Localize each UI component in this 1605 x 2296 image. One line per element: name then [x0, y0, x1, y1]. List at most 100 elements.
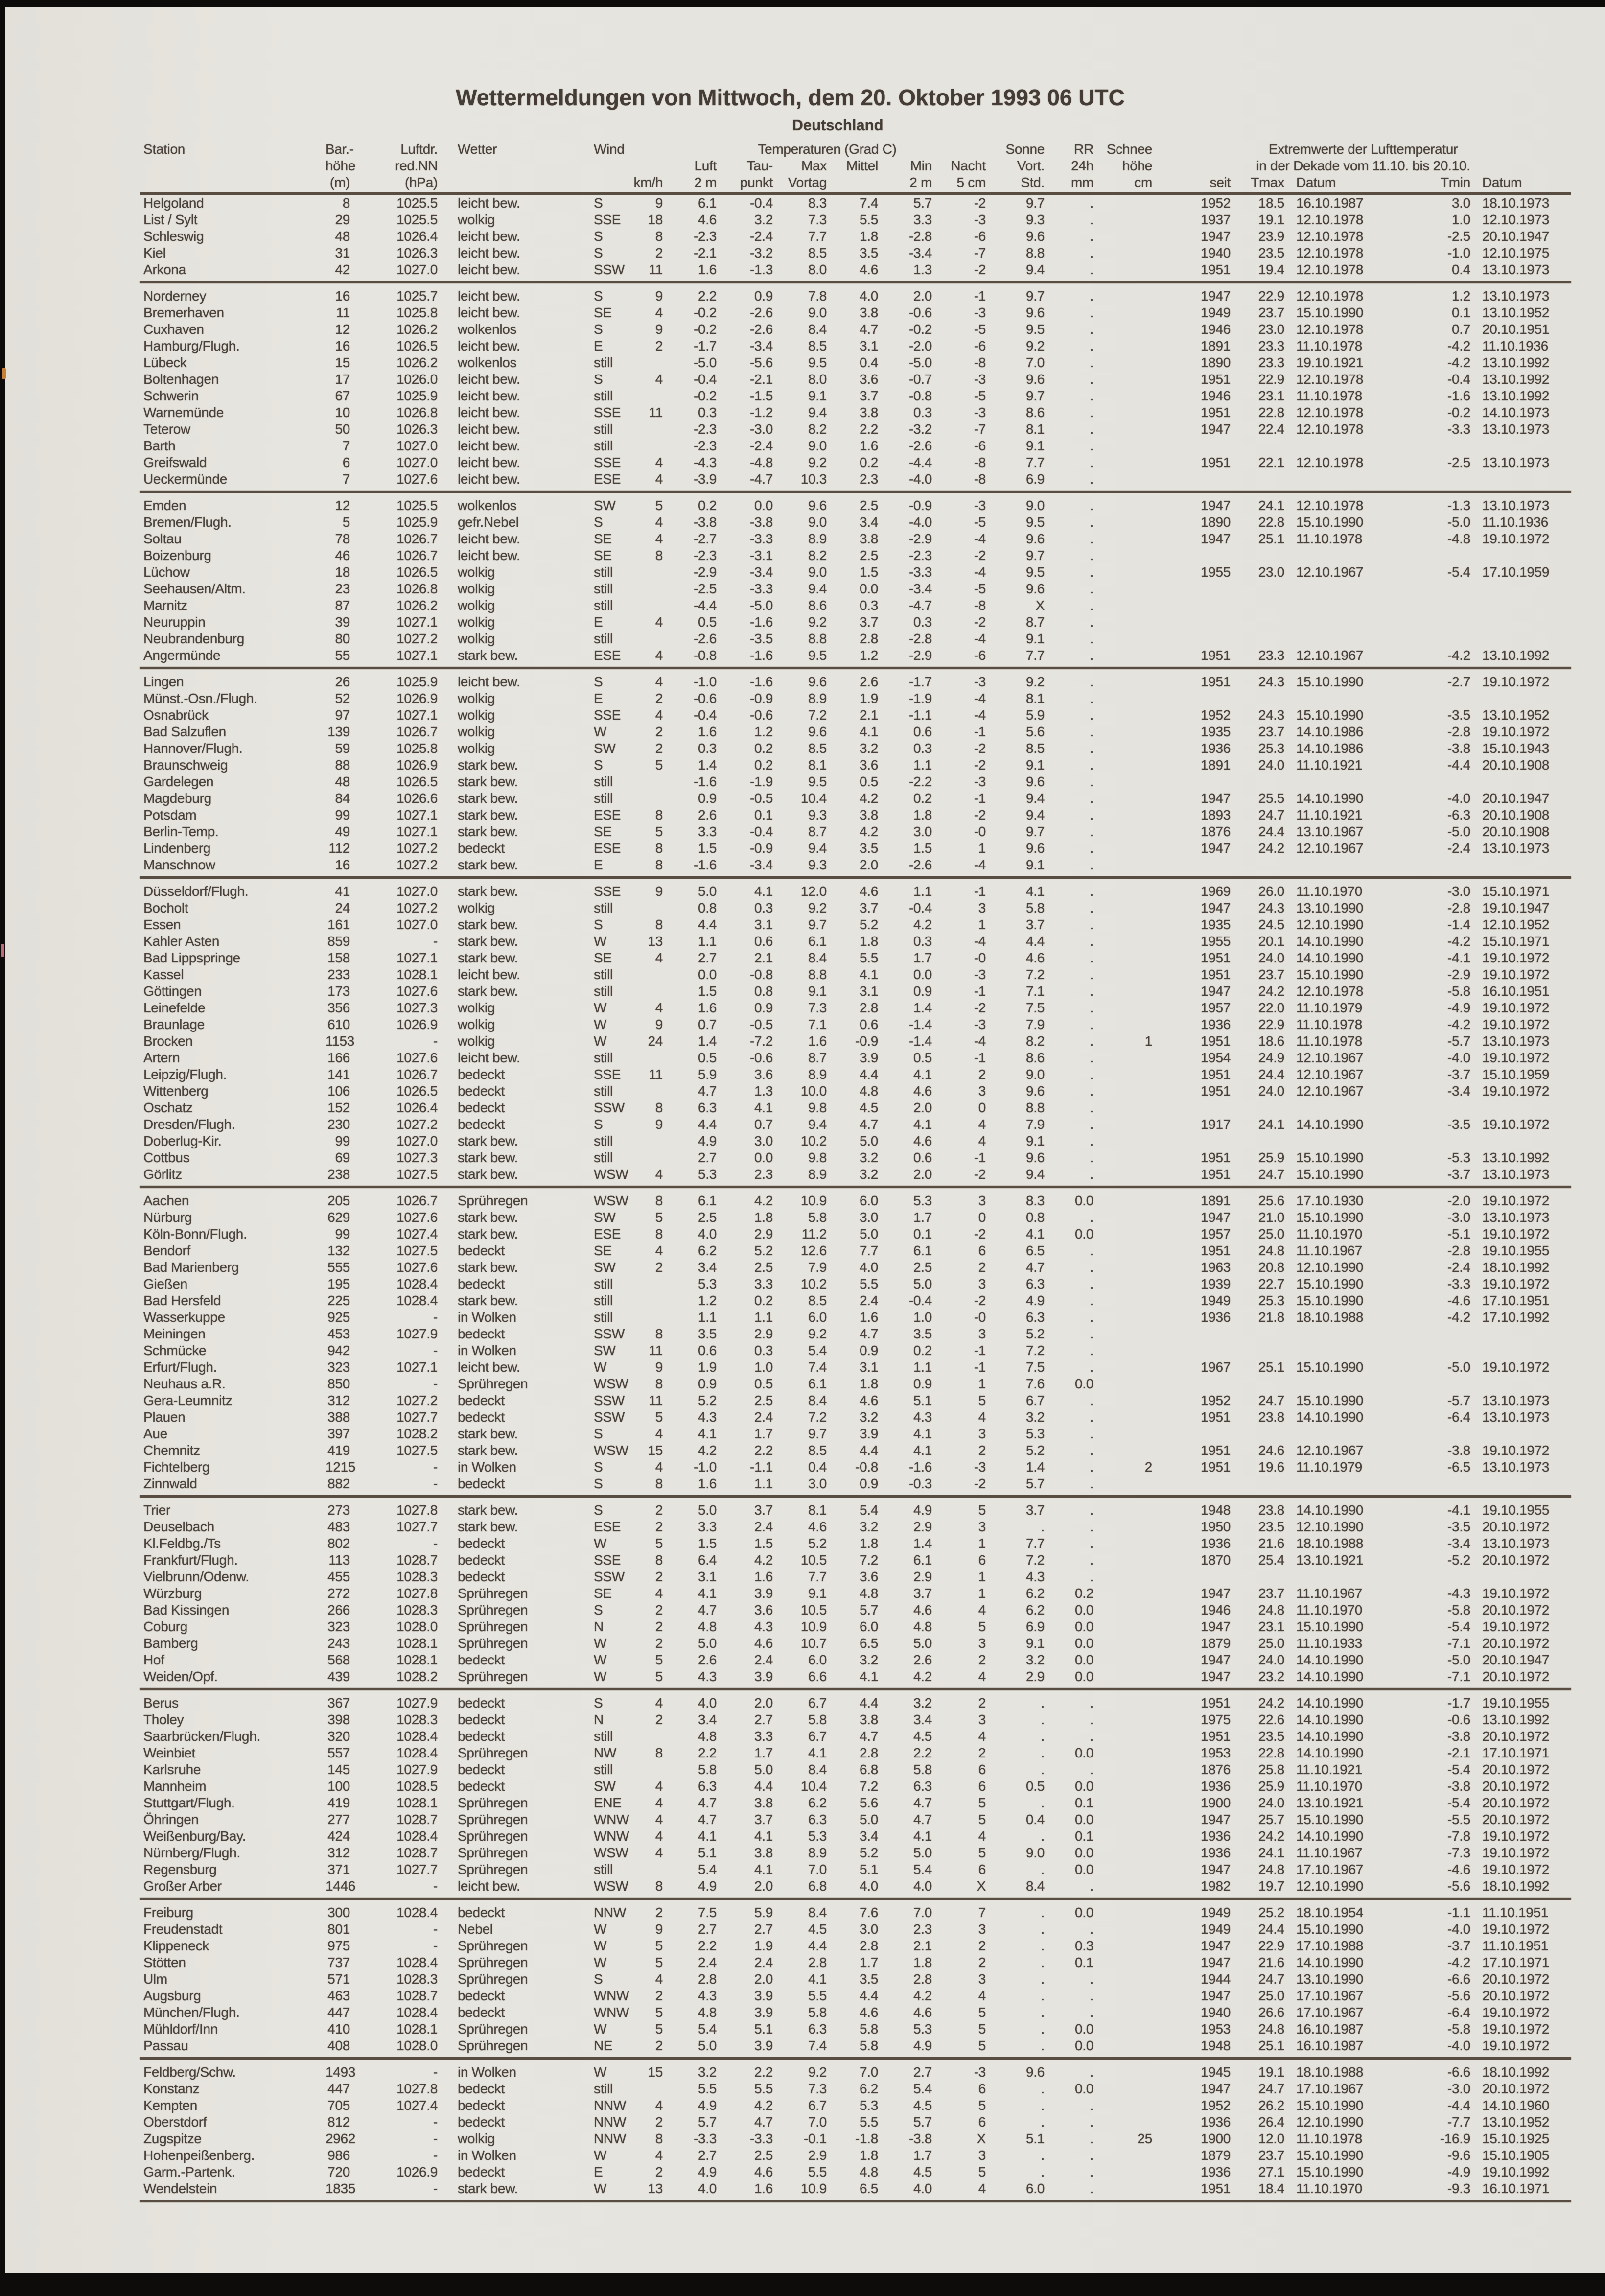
snow-depth: [1096, 194, 1155, 212]
tmin: 1.2: [1451, 288, 1471, 304]
wind-direction: SSW: [594, 1326, 625, 1341]
wind-direction: E: [594, 614, 603, 630]
tmax: [1233, 597, 1287, 614]
night-min-5cm: 5: [978, 1845, 986, 1860]
min-2m: -4.0: [908, 471, 932, 487]
sun-hours: 6.9: [1025, 1619, 1045, 1634]
pressure-hpa: 1026.9: [396, 1017, 438, 1032]
max-prev-day: 10.4: [800, 1779, 827, 1794]
precip-24h: .: [1090, 372, 1094, 387]
pressure-hpa: 1027.8: [396, 1586, 438, 1601]
wind-speed: 4: [655, 674, 663, 689]
max-prev-day: 8.6: [808, 598, 827, 613]
station: Magdeburg: [143, 791, 211, 806]
altitude-m: 720: [327, 2164, 350, 2179]
tmax-date: 12.10.1978: [1296, 229, 1364, 244]
min-2m: -3.4: [908, 245, 932, 260]
min-2m: 1.1: [913, 757, 932, 773]
altitude-m: 100: [327, 1779, 350, 1794]
min-2m: -2.8: [908, 631, 932, 646]
snow-depth: [1096, 1861, 1155, 1878]
temp-air-2m: 0.6: [698, 1343, 717, 1358]
snow-depth: [1096, 1016, 1155, 1033]
table-row: Leinefelde 356 1027.3 wolkig W 4 1.6 0.9 7.3 2.8 1…: [140, 1000, 1571, 1016]
night-min-5cm: X: [977, 2131, 986, 2146]
tmax-date: 14.10.1990: [1296, 1669, 1364, 1684]
tmin: -5.8: [1447, 1602, 1471, 1617]
dewpoint: 4.2: [754, 2098, 773, 2113]
precip-24h: .: [1090, 515, 1094, 530]
table-row: Meiningen 453 1027.9 bedeckt SSW 8 3.5 2.9 9.2 4.…: [140, 1326, 1571, 1342]
mean-temp: 1.7: [859, 1955, 878, 1970]
tmax-date: 17.10.1967: [1296, 2005, 1364, 2020]
mean-temp: 3.5: [859, 245, 878, 260]
dewpoint: 1.8: [754, 1210, 773, 1225]
sun-hours: 8.6: [1025, 405, 1045, 420]
max-prev-day: 9.0: [808, 515, 827, 530]
tmin: -1.0: [1447, 245, 1471, 260]
max-prev-day: 2.8: [808, 1955, 827, 1970]
temp-air-2m: 4.7: [698, 1602, 717, 1617]
pressure-hpa: 1027.8: [396, 1502, 438, 1518]
min-2m: -0.9: [908, 498, 932, 513]
wind-speed: 13: [648, 2181, 663, 2196]
snow-depth: [1096, 857, 1155, 873]
temp-air-2m: 2.2: [698, 288, 717, 304]
wind-direction: SSW: [594, 1100, 625, 1115]
station: Brocken: [143, 1033, 193, 1049]
temp-air-2m: 1.5: [698, 984, 717, 999]
temp-air-2m: 4.0: [698, 2181, 717, 2196]
pressure-hpa: 1027.4: [396, 2098, 438, 2113]
sun-hours: .: [1041, 2164, 1045, 2179]
min-2m: 2.1: [913, 1938, 932, 1953]
temp-air-2m: 5.5: [698, 2081, 717, 2096]
tmin-date: 18.10.1992: [1482, 1878, 1550, 1894]
max-prev-day: 12.6: [800, 1243, 827, 1258]
station: Freiburg: [143, 1905, 193, 1920]
tmax-date: 15.10.1990: [1296, 1150, 1364, 1165]
dewpoint: -5.0: [749, 598, 773, 613]
tmin-date: 20.10.1972: [1482, 1779, 1550, 1794]
max-prev-day: 7.4: [808, 1359, 827, 1375]
records-since: 1951: [1200, 1459, 1231, 1475]
min-2m: -0.4: [908, 1293, 932, 1308]
records-since: 1967: [1200, 1359, 1231, 1375]
tmax: 24.3: [1258, 674, 1285, 689]
wind-direction: still: [594, 774, 613, 789]
night-min-5cm: -7: [974, 245, 986, 260]
table-row: Passau 408 1028.0 Sprühregen NE 2 5.0 3.9 7.4 5.8…: [140, 2038, 1571, 2054]
dewpoint: -3.3: [749, 2131, 773, 2146]
sun-hours: 9.6: [1025, 372, 1045, 387]
max-prev-day: 8.9: [808, 1067, 827, 1082]
snow-depth: [1096, 1988, 1155, 2004]
col-header-rr-line1: RR: [1074, 141, 1094, 157]
dewpoint: 3.9: [754, 2005, 773, 2020]
min-2m: 5.0: [913, 1845, 932, 1860]
table-row: Boltenhagen 17 1026.0 leicht bew. S 4 -0.4 -2.1…: [140, 371, 1571, 388]
precip-24h: .: [1090, 581, 1094, 596]
pressure-hpa: 1027.5: [396, 1167, 438, 1182]
altitude-m: 610: [327, 1017, 350, 1032]
temp-air-2m: 0.5: [698, 614, 717, 630]
pressure-hpa: 1027.5: [396, 1243, 438, 1258]
max-prev-day: 9.8: [808, 1100, 827, 1115]
weather: stark bew.: [458, 917, 518, 932]
snow-depth: [1096, 1519, 1155, 1535]
max-prev-day: 9.5: [808, 648, 827, 663]
snow-depth: [1096, 1711, 1155, 1728]
weather: Sprühregen: [458, 1812, 528, 1827]
wind-direction: W: [594, 1033, 607, 1049]
temp-air-2m: 3.1: [698, 1569, 717, 1584]
precip-24h: .: [1090, 1502, 1094, 1518]
tmin: -3.3: [1447, 1276, 1471, 1291]
min-2m: 5.3: [913, 2021, 932, 2037]
pressure-hpa: -: [433, 1921, 438, 1937]
table-row: Schmücke 942- in Wolken SW 11 0.6 0.3 5.4 0.9 0.2…: [140, 1342, 1571, 1359]
wind-speed: 13: [648, 934, 663, 949]
sun-hours: 8.1: [1025, 422, 1045, 437]
tmin-date: [1473, 581, 1571, 597]
night-min-5cm: 1: [978, 1569, 986, 1584]
weather: stark bew.: [458, 807, 518, 822]
tmax: 24.4: [1258, 1921, 1285, 1937]
dewpoint: -1.5: [749, 388, 773, 403]
